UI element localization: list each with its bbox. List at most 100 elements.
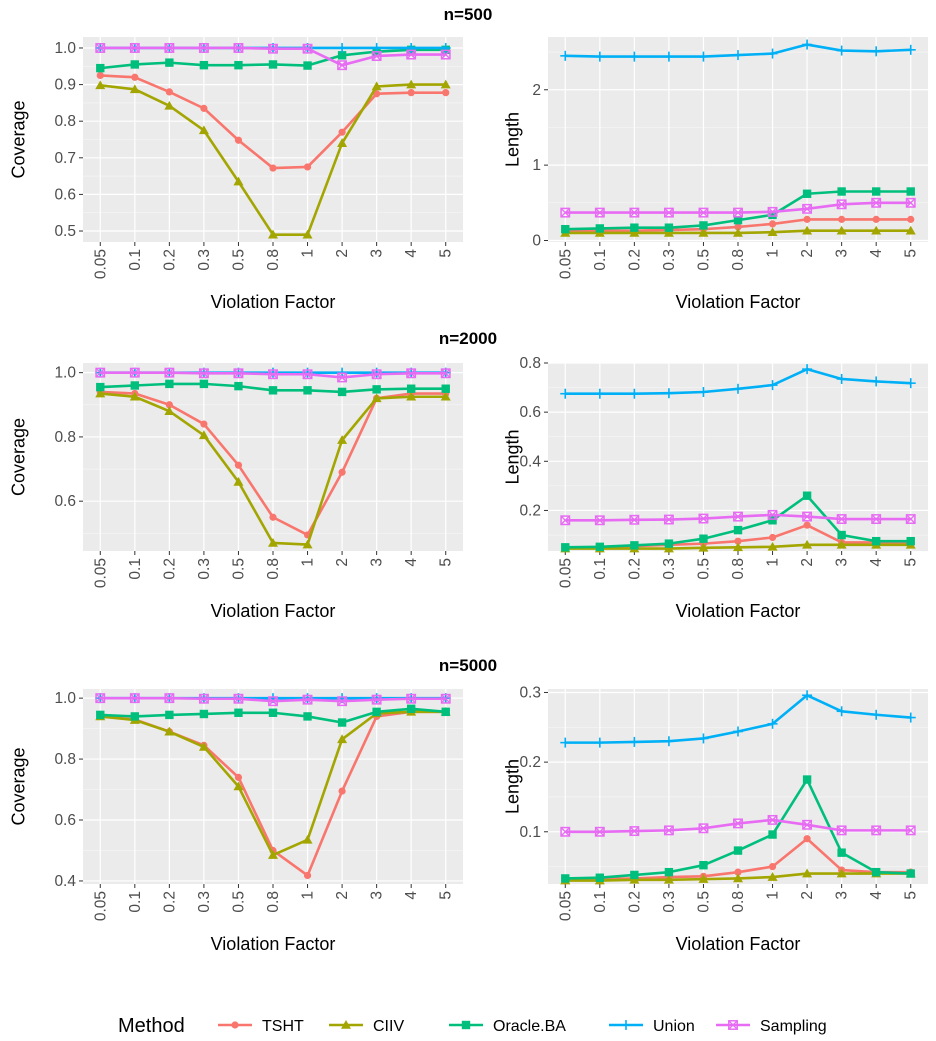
chart-panel-3: 0.2 0.4 0.6 0.8 0.05 0.1 0.2 0.3 0.5 0.8 1 2 3 4 5 Viol… bbox=[502, 355, 928, 621]
data-point bbox=[442, 89, 450, 97]
x-tick-label: 0.3 bbox=[196, 891, 213, 913]
data-point bbox=[234, 773, 243, 781]
data-point bbox=[871, 825, 882, 836]
data-point bbox=[129, 84, 140, 94]
data-point bbox=[95, 367, 106, 378]
data-point bbox=[836, 225, 847, 235]
x-tick-label: 0.2 bbox=[626, 249, 643, 271]
data-point bbox=[165, 58, 174, 67]
data-point bbox=[234, 60, 243, 70]
data-point bbox=[302, 834, 313, 844]
legend-key-marker bbox=[728, 1020, 738, 1030]
data-point bbox=[905, 378, 916, 389]
legend-item-oracle-ba: Oracle.BA bbox=[449, 1018, 566, 1035]
data-point bbox=[698, 823, 709, 834]
y-tick-label: 1.0 bbox=[54, 40, 76, 57]
x-tick-label: 0.3 bbox=[661, 891, 678, 913]
data-point bbox=[698, 733, 709, 744]
y-tick-label: 1 bbox=[532, 157, 541, 174]
x-tick-label: 0.2 bbox=[626, 558, 643, 580]
y-tick-label: 0.7 bbox=[54, 150, 76, 167]
data-point bbox=[165, 401, 173, 409]
x-tick-label: 4 bbox=[403, 891, 420, 900]
data-point bbox=[871, 46, 882, 57]
data-point bbox=[268, 537, 278, 547]
data-point bbox=[630, 223, 639, 232]
legend-item-ciiv: CIIV bbox=[329, 1018, 404, 1035]
data-point bbox=[131, 73, 139, 81]
legend-key-marker bbox=[231, 1021, 239, 1029]
data-point bbox=[802, 203, 813, 214]
x-tick-label: 0.1 bbox=[127, 558, 144, 580]
data-point bbox=[838, 215, 846, 223]
x-tick-label: 3 bbox=[369, 249, 386, 258]
data-point bbox=[594, 388, 605, 399]
data-point bbox=[165, 379, 174, 389]
data-point bbox=[836, 706, 847, 717]
data-point bbox=[441, 707, 450, 717]
data-point bbox=[629, 826, 640, 837]
data-point bbox=[595, 224, 605, 233]
data-point bbox=[871, 376, 882, 387]
data-point bbox=[594, 515, 605, 526]
series-union bbox=[560, 364, 916, 399]
data-point bbox=[767, 509, 778, 520]
data-point bbox=[561, 543, 570, 552]
data-point bbox=[906, 536, 915, 546]
data-point bbox=[767, 541, 778, 551]
data-point bbox=[767, 380, 778, 391]
x-tick-label: 0.3 bbox=[661, 249, 678, 271]
data-point bbox=[907, 215, 915, 223]
data-point bbox=[302, 43, 313, 54]
x-tick-label: 4 bbox=[868, 249, 885, 258]
data-point bbox=[560, 826, 571, 837]
y-tick-label: 2 bbox=[532, 82, 541, 99]
x-tick-label: 3 bbox=[369, 891, 386, 900]
data-point bbox=[268, 386, 278, 395]
data-point bbox=[836, 868, 847, 878]
data-point bbox=[698, 386, 709, 397]
data-point bbox=[233, 476, 244, 486]
x-tick-label: 0.3 bbox=[196, 558, 213, 580]
y-tick-label: 0.8 bbox=[519, 355, 541, 372]
data-point bbox=[560, 207, 571, 218]
data-point bbox=[337, 138, 348, 147]
y-tick-label: 0 bbox=[532, 232, 541, 249]
data-point bbox=[165, 710, 174, 720]
data-point bbox=[629, 874, 640, 884]
x-tick-label: 1 bbox=[765, 891, 782, 900]
data-point bbox=[906, 187, 915, 196]
data-point bbox=[630, 541, 639, 550]
x-tick-label: 4 bbox=[403, 249, 420, 258]
data-point bbox=[164, 693, 175, 704]
data-point bbox=[198, 430, 209, 440]
data-point bbox=[906, 869, 915, 878]
series-sampling bbox=[95, 367, 451, 383]
data-point bbox=[164, 43, 175, 53]
data-point bbox=[233, 43, 244, 53]
data-point bbox=[905, 44, 916, 55]
data-point bbox=[594, 826, 605, 837]
data-point bbox=[733, 525, 743, 535]
data-point bbox=[802, 775, 812, 784]
data-point bbox=[234, 708, 243, 717]
data-point bbox=[767, 718, 778, 729]
x-tick-label: 3 bbox=[369, 558, 386, 567]
data-point bbox=[198, 741, 209, 751]
data-point bbox=[96, 710, 105, 720]
data-point bbox=[440, 391, 451, 401]
y-tick-label: 1.0 bbox=[54, 690, 76, 707]
x-tick-label: 2 bbox=[334, 558, 351, 567]
data-point bbox=[663, 227, 674, 237]
data-point bbox=[767, 48, 778, 59]
data-point bbox=[768, 516, 777, 525]
data-point bbox=[663, 825, 674, 836]
y-tick-label: 0.4 bbox=[519, 453, 541, 470]
series-tsht bbox=[96, 71, 450, 172]
data-point bbox=[268, 229, 278, 239]
data-point bbox=[233, 368, 244, 379]
data-point bbox=[268, 60, 278, 69]
x-tick-label: 2 bbox=[334, 249, 351, 258]
legend-item-label: Union bbox=[653, 1018, 695, 1035]
data-point bbox=[767, 227, 778, 237]
